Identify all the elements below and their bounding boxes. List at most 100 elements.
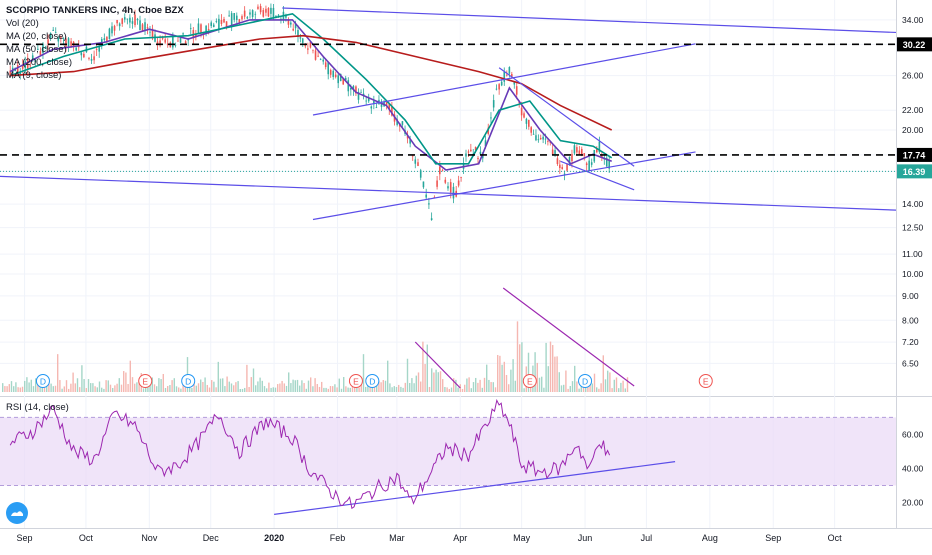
candle-body: [319, 58, 322, 60]
volume-bar: [380, 382, 382, 392]
candle-body: [223, 18, 225, 23]
candle-body: [67, 38, 70, 47]
volume-bar: [626, 377, 629, 392]
candle-body: [235, 15, 238, 20]
candle-body: [19, 72, 22, 75]
volume-bar: [534, 352, 536, 392]
earnings-marker-label: E: [142, 377, 148, 387]
candle-body: [39, 51, 42, 56]
volume-bar: [343, 377, 345, 392]
volume-bar: [98, 381, 101, 392]
price-tick-label: 11.00: [902, 249, 923, 259]
candle-body: [292, 28, 295, 31]
candle-body: [220, 20, 223, 24]
candle-body: [428, 203, 430, 205]
volume-bar: [107, 380, 109, 392]
volume-bar: [611, 388, 613, 392]
volume-bar: [519, 344, 521, 392]
candle-body: [373, 100, 375, 105]
candle-body: [324, 62, 327, 68]
volume-bar: [202, 381, 204, 392]
dividend-marker-label: D: [369, 377, 375, 387]
volume-bar: [167, 385, 169, 392]
volume-bar: [230, 383, 233, 392]
candle-body: [103, 38, 106, 40]
candle-body: [391, 106, 393, 116]
volume-bar: [197, 383, 200, 392]
legend-ma50: MA (50, close): [6, 44, 67, 55]
candle-body: [439, 166, 441, 175]
candle-body: [238, 19, 241, 23]
candle-body: [530, 127, 532, 133]
candle-body: [111, 26, 113, 34]
candle-body: [285, 15, 287, 18]
volume-bar: [402, 387, 404, 392]
volume-bar: [433, 372, 435, 392]
candle-body: [205, 25, 207, 34]
trendline: [312, 151, 696, 221]
candle-body: [166, 43, 169, 46]
candle-body: [197, 23, 200, 35]
volume-bar: [391, 387, 393, 392]
candle-body: [523, 113, 525, 118]
candle-body: [275, 15, 277, 17]
volume-bar: [514, 380, 516, 392]
volume-bar: [538, 377, 541, 392]
candle-body: [568, 157, 571, 165]
time-tick-label: Apr: [453, 533, 467, 543]
candle-body: [184, 41, 187, 43]
moving-average-line: [9, 19, 612, 171]
volume-bar: [30, 379, 32, 392]
candle-body: [474, 146, 477, 151]
candle-body: [588, 160, 590, 171]
trendline: [498, 67, 635, 167]
ma-layer: [9, 12, 613, 171]
candle-body: [172, 35, 174, 48]
volume-bar: [142, 388, 145, 392]
volume-bar: [426, 344, 428, 392]
candle-body: [212, 24, 215, 27]
candle-body: [556, 158, 559, 165]
candle-body: [360, 91, 362, 93]
volume-bar: [486, 364, 488, 392]
price-tick-label: 22.00: [902, 105, 924, 115]
candle-body: [60, 36, 62, 38]
price-layer: [9, 3, 610, 221]
candle-body: [47, 39, 49, 45]
tradingview-logo-icon[interactable]: [6, 502, 28, 524]
candle-body: [506, 74, 508, 76]
volume-bar: [76, 378, 79, 392]
volume-bar: [195, 385, 197, 392]
volume-bar: [81, 365, 83, 392]
volume-bar: [37, 381, 39, 392]
candle-body: [535, 135, 537, 141]
rsi-tick-label: 40.00: [902, 463, 924, 473]
candle-body: [257, 6, 259, 9]
volume-bar: [92, 383, 94, 392]
candle-body: [159, 40, 161, 46]
candle-body: [465, 153, 467, 157]
volume-bar: [79, 387, 81, 392]
volume-bar: [398, 384, 400, 392]
candle-body: [342, 78, 345, 85]
volume-bar: [19, 387, 21, 392]
candle-body: [42, 43, 44, 54]
volume-bar: [17, 387, 19, 392]
time-tick-label: 2020: [264, 533, 284, 543]
volume-bar: [158, 378, 160, 392]
rsi-tick-label: 60.00: [902, 429, 924, 439]
volume-bar: [206, 384, 208, 392]
volume-bar: [277, 384, 279, 392]
candle-body: [34, 57, 37, 63]
volume-bar: [569, 386, 571, 392]
volume-bar: [285, 385, 288, 392]
dividend-marker: [365, 374, 380, 388]
volume-bar: [288, 372, 290, 392]
volume-bar: [48, 383, 50, 392]
candle-body: [370, 106, 373, 109]
volume-bar: [226, 376, 228, 392]
volume-bar: [453, 378, 455, 392]
time-tick-label: Sep: [765, 533, 781, 543]
volume-bar: [400, 386, 402, 392]
